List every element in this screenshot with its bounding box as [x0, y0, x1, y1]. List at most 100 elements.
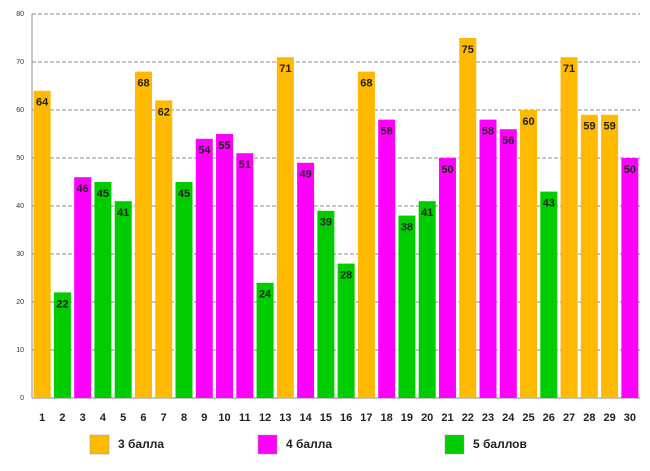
- x-tick-label: 1: [39, 412, 45, 424]
- bar: [560, 57, 578, 398]
- data-label: 75: [462, 44, 474, 56]
- x-tick-label: 23: [482, 412, 494, 424]
- bar: [175, 182, 193, 398]
- x-tick-label: 27: [563, 412, 575, 424]
- data-label: 55: [218, 140, 230, 152]
- bar: [520, 110, 538, 398]
- data-label: 59: [603, 121, 615, 133]
- x-tick-label: 16: [340, 412, 352, 424]
- data-label: 59: [583, 121, 595, 133]
- x-tick-label: 12: [259, 412, 271, 424]
- bar: [53, 292, 71, 398]
- bar: [33, 90, 51, 399]
- legend-label: 4 балла: [286, 437, 332, 451]
- x-tick-label: 17: [360, 412, 372, 424]
- x-tick-label: 20: [421, 412, 433, 424]
- bar: [621, 158, 639, 398]
- legend-swatch: [89, 434, 110, 455]
- x-tick-label: 22: [462, 412, 474, 424]
- bar: [337, 263, 355, 398]
- bar: [134, 71, 152, 398]
- x-tick-label: 4: [100, 412, 107, 424]
- data-label: 62: [158, 106, 170, 118]
- y-tick-label: 10: [16, 347, 24, 354]
- x-tick-label: 5: [120, 412, 126, 424]
- data-label: 39: [320, 217, 332, 229]
- x-tick-label: 21: [441, 412, 453, 424]
- y-tick-label: 50: [16, 155, 24, 162]
- data-label: 45: [97, 188, 109, 200]
- bar: [479, 119, 497, 398]
- x-tick-label: 8: [181, 412, 187, 424]
- data-label: 28: [340, 270, 352, 282]
- bar: [256, 282, 274, 398]
- x-tick-label: 14: [299, 412, 312, 424]
- bar: [155, 100, 173, 399]
- bar: [418, 201, 436, 398]
- y-tick-label: 60: [16, 107, 24, 114]
- data-label: 68: [360, 78, 372, 90]
- data-label: 43: [543, 198, 555, 210]
- x-tick-label: 13: [279, 412, 291, 424]
- bar: [398, 215, 416, 398]
- bar: [236, 153, 254, 398]
- legend-swatch: [257, 434, 278, 455]
- data-label: 71: [563, 63, 575, 75]
- bar: [74, 177, 92, 398]
- data-label: 58: [482, 126, 494, 138]
- data-label: 68: [137, 78, 149, 90]
- x-tick-label: 19: [401, 412, 413, 424]
- data-label: 45: [178, 188, 190, 200]
- data-label: 46: [77, 183, 89, 195]
- x-tick-label: 10: [218, 412, 230, 424]
- x-tick-label: 28: [583, 412, 595, 424]
- bar: [276, 57, 294, 398]
- data-label: 54: [198, 145, 211, 157]
- y-tick-label: 40: [16, 203, 24, 210]
- bar: [94, 182, 112, 398]
- bar: [601, 114, 619, 399]
- data-label: 41: [421, 207, 433, 219]
- bar: [317, 210, 335, 398]
- legend-label: 5 баллов: [473, 437, 527, 451]
- data-label: 22: [56, 298, 68, 310]
- legend-swatch: [444, 434, 465, 455]
- data-label: 56: [502, 135, 514, 147]
- x-tick-label: 29: [603, 412, 615, 424]
- bar: [378, 119, 396, 398]
- y-tick-label: 80: [16, 11, 24, 18]
- x-tick-label: 7: [161, 412, 167, 424]
- data-label: 58: [381, 126, 393, 138]
- bar: [114, 201, 132, 398]
- legend-label: 3 балла: [118, 437, 164, 451]
- x-tick-label: 15: [320, 412, 332, 424]
- x-tick-label: 18: [381, 412, 393, 424]
- data-label: 60: [522, 116, 534, 128]
- y-tick-label: 30: [16, 251, 24, 258]
- bar: [499, 129, 517, 398]
- x-tick-label: 25: [522, 412, 534, 424]
- bar: [540, 191, 558, 398]
- x-tick-label: 9: [201, 412, 207, 424]
- bar: [216, 134, 234, 398]
- data-label: 71: [279, 63, 291, 75]
- data-label: 50: [624, 164, 636, 176]
- bar: [297, 162, 315, 398]
- data-label: 51: [239, 159, 251, 171]
- x-tick-label: 24: [502, 412, 515, 424]
- data-label: 64: [36, 97, 49, 109]
- data-label: 50: [441, 164, 453, 176]
- data-label: 24: [259, 289, 272, 301]
- x-tick-label: 3: [80, 412, 86, 424]
- bar: [580, 114, 598, 399]
- y-tick-label: 20: [16, 299, 24, 306]
- x-tick-label: 26: [543, 412, 555, 424]
- x-tick-label: 2: [59, 412, 65, 424]
- bar: [459, 38, 477, 398]
- bar: [195, 138, 213, 399]
- x-tick-label: 11: [239, 412, 251, 424]
- data-label: 38: [401, 222, 413, 234]
- x-tick-label: 6: [140, 412, 146, 424]
- bar: [438, 158, 456, 398]
